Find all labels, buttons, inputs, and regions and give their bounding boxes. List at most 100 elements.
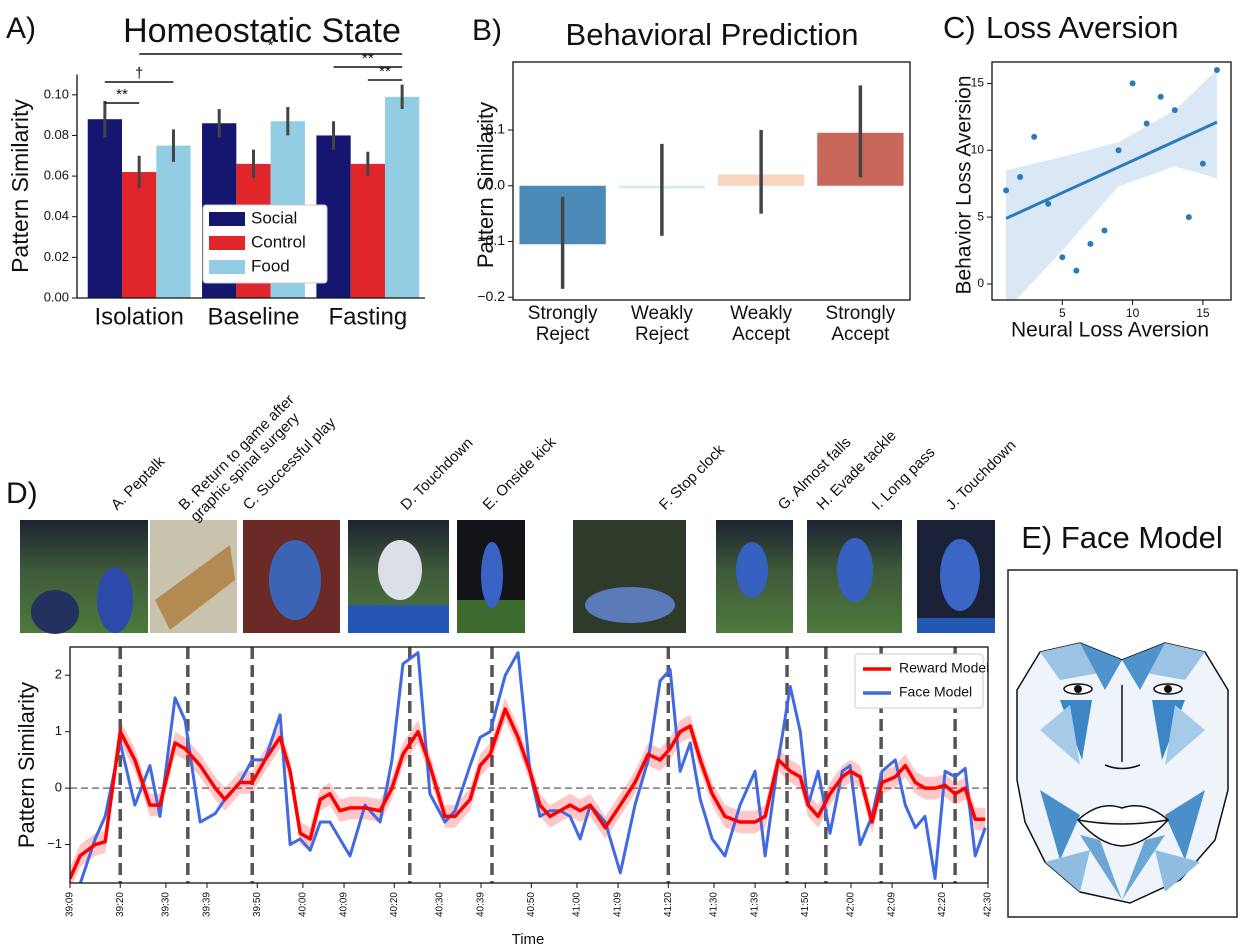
scatter-point [1214, 67, 1220, 73]
significance-label: ** [362, 50, 374, 67]
scatter-point [1087, 241, 1093, 247]
thumbnail-figure [940, 539, 980, 611]
x-tick-label: 39:30 [161, 892, 172, 917]
thumbnail-figure [97, 567, 133, 633]
scatter-point [1059, 254, 1065, 260]
bar [156, 146, 190, 298]
y-tick-label: 0.04 [44, 208, 69, 223]
scatter-point [1017, 174, 1023, 180]
event-label: F. Stop clock [656, 441, 729, 514]
x-tick-label: 15 [1196, 306, 1210, 320]
y-tick-label: 2 [55, 667, 62, 682]
thumbnail-figure [269, 540, 321, 620]
x-tick-label: 42:00 [846, 892, 857, 917]
error-band [70, 698, 985, 890]
bar [351, 164, 385, 298]
legend-label: Social [251, 208, 297, 227]
bar [88, 119, 122, 298]
legend-label: Reward Model [899, 660, 989, 676]
thumbnail-figure [348, 605, 449, 633]
x-tick-label: 40:30 [435, 892, 446, 917]
x-axis-label: Time [512, 931, 545, 948]
y-tick-label: 0.02 [44, 249, 69, 264]
x-axis-label: Neural Loss Aversion [1011, 319, 1209, 342]
y-tick-label: 0 [977, 276, 984, 290]
panel-title: E) Face Model [1021, 520, 1223, 555]
x-tick-label: 41:00 [572, 892, 583, 917]
x-tick-label: 41:09 [613, 892, 624, 917]
chart-title: Homeostatic State [123, 12, 401, 50]
panel-label: C) [943, 10, 976, 45]
scatter-point [1172, 107, 1178, 113]
x-tick-label: 39:20 [115, 892, 126, 917]
y-tick-label: 0.06 [44, 168, 69, 183]
x-tick-label: 39:39 [202, 892, 213, 917]
y-tick-label: −1 [47, 836, 62, 851]
significance-label: ** [379, 63, 391, 80]
y-tick-label: 10 [971, 142, 985, 156]
chart-title: Loss Aversion [986, 10, 1178, 45]
x-tick-label: 40:39 [476, 892, 487, 917]
y-tick-label: 0 [55, 780, 62, 795]
x-tick-label: 40:50 [526, 892, 537, 917]
y-axis-label: Pattern Similarity [14, 682, 39, 848]
x-tick-label: 41:39 [750, 892, 761, 917]
y-axis-label: Pattern Similarity [7, 99, 33, 273]
thumbnail-figure [31, 590, 79, 634]
legend-label: Control [251, 232, 306, 251]
scatter-point [1003, 187, 1009, 193]
y-tick-label: 0.10 [44, 86, 69, 101]
y-tick-label: −0.2 [477, 288, 505, 304]
y-tick-label: 1 [55, 723, 62, 738]
chart-title: Behavioral Prediction [566, 17, 859, 52]
x-tick-label: 41:50 [800, 892, 811, 917]
panel-label: A) [6, 12, 36, 45]
x-tick-label: 40:00 [298, 892, 309, 917]
scatter-point [1158, 94, 1164, 100]
thumbnail-figure [736, 542, 768, 598]
face-pupil [1074, 685, 1082, 693]
event-label: J. Touchdown [943, 437, 1020, 514]
bar [122, 172, 156, 298]
legend-swatch [209, 260, 245, 274]
face-model: E) Face Model [1008, 520, 1237, 917]
x-tick-label: Baseline [207, 303, 299, 330]
significance-label: ** [116, 86, 128, 103]
x-tick-label: 5 [1059, 306, 1066, 320]
face-pupil [1164, 685, 1172, 693]
legend-swatch [209, 212, 245, 226]
thumbnail-figure [837, 538, 873, 602]
scatter-point [1130, 80, 1136, 86]
scatter-point [1144, 121, 1150, 127]
panel-label: D) [6, 477, 38, 510]
x-tick-label: 39:50 [252, 892, 263, 917]
x-tick-label: 42:20 [937, 892, 948, 917]
scatter-point [1200, 161, 1206, 167]
x-tick-label: 41:20 [663, 892, 674, 917]
page: E) Face Model A) Homeostatic State Pattern… [0, 0, 1242, 951]
plot-area [70, 647, 988, 898]
thumbnail-figure [378, 540, 422, 600]
x-tick-label: 40:20 [389, 892, 400, 917]
legend-label: Face Model [899, 684, 972, 700]
x-tick-label: 10 [1126, 306, 1140, 320]
y-tick-label: 0.00 [44, 289, 69, 304]
scatter-point [1116, 147, 1122, 153]
thumbnail-figure [585, 587, 675, 623]
panel-label: B) [472, 14, 502, 47]
x-tick-label: 41:30 [709, 892, 720, 917]
x-tick-label: 42:30 [983, 892, 994, 917]
scatter-point [1031, 134, 1037, 140]
y-tick-label: −0.1 [477, 232, 505, 248]
bar [385, 97, 419, 298]
scatter-point [1186, 214, 1192, 220]
legend-label: Food [251, 256, 290, 275]
scatter-point [1073, 268, 1079, 274]
significance-label: † [135, 65, 143, 82]
y-tick-label: 15 [971, 76, 985, 90]
x-tick-label: 42:09 [887, 892, 898, 917]
significance-label: * [268, 37, 274, 54]
event-label: D. Touchdown [397, 435, 476, 514]
